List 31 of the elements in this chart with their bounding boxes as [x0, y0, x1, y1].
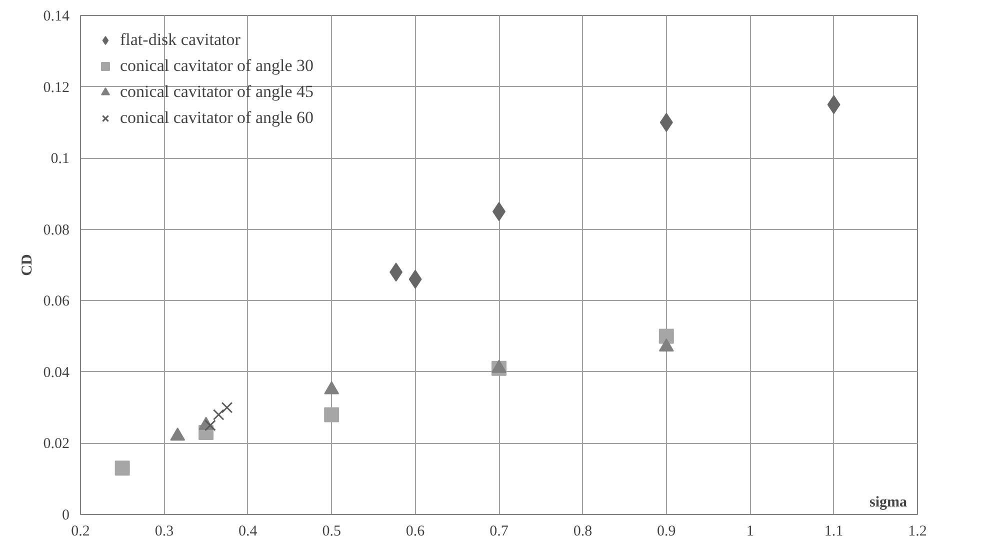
point	[221, 402, 233, 414]
legend-label: conical cavitator of angle 45	[120, 82, 314, 102]
x-tick-label: 0.7	[490, 524, 509, 540]
y-axis-title: CD	[19, 254, 36, 276]
y-tick-label: 0.1	[50, 151, 70, 168]
y-tick-label: 0	[62, 508, 70, 524]
legend-label: flat-disk cavitator	[120, 30, 240, 50]
x-tick-label: 1	[746, 524, 754, 540]
point	[204, 420, 216, 432]
y-tick-label: 0.12	[43, 80, 70, 96]
x-tick-label: 0.4	[238, 524, 258, 540]
x-tick-label: 0.3	[154, 524, 174, 540]
x-tick-label: 1.2	[908, 524, 927, 540]
x-tick-label: 0.9	[657, 524, 676, 540]
x-tick-label: 1.1	[824, 524, 844, 540]
legend-label: conical cavitator of angle 30	[120, 56, 314, 76]
legend-label: conical cavitator of angle 60	[120, 108, 314, 128]
x-tick-label: 0.8	[573, 524, 592, 540]
y-tick-label: 0.06	[43, 294, 70, 310]
x-tick-label: 0.5	[322, 524, 341, 540]
y-tick-label: 0.14	[43, 8, 70, 24]
y-tick-label: 0.02	[43, 436, 70, 452]
point	[114, 460, 130, 476]
point	[658, 328, 674, 344]
point	[212, 409, 224, 420]
y-tick-label: 0.08	[43, 222, 70, 238]
x-tick-label: 0.2	[71, 524, 90, 540]
x-axis-title: sigma	[870, 494, 908, 510]
point	[324, 407, 340, 422]
y-tick-label: 0.04	[43, 364, 70, 381]
x-tick-label: 0.6	[406, 524, 426, 540]
